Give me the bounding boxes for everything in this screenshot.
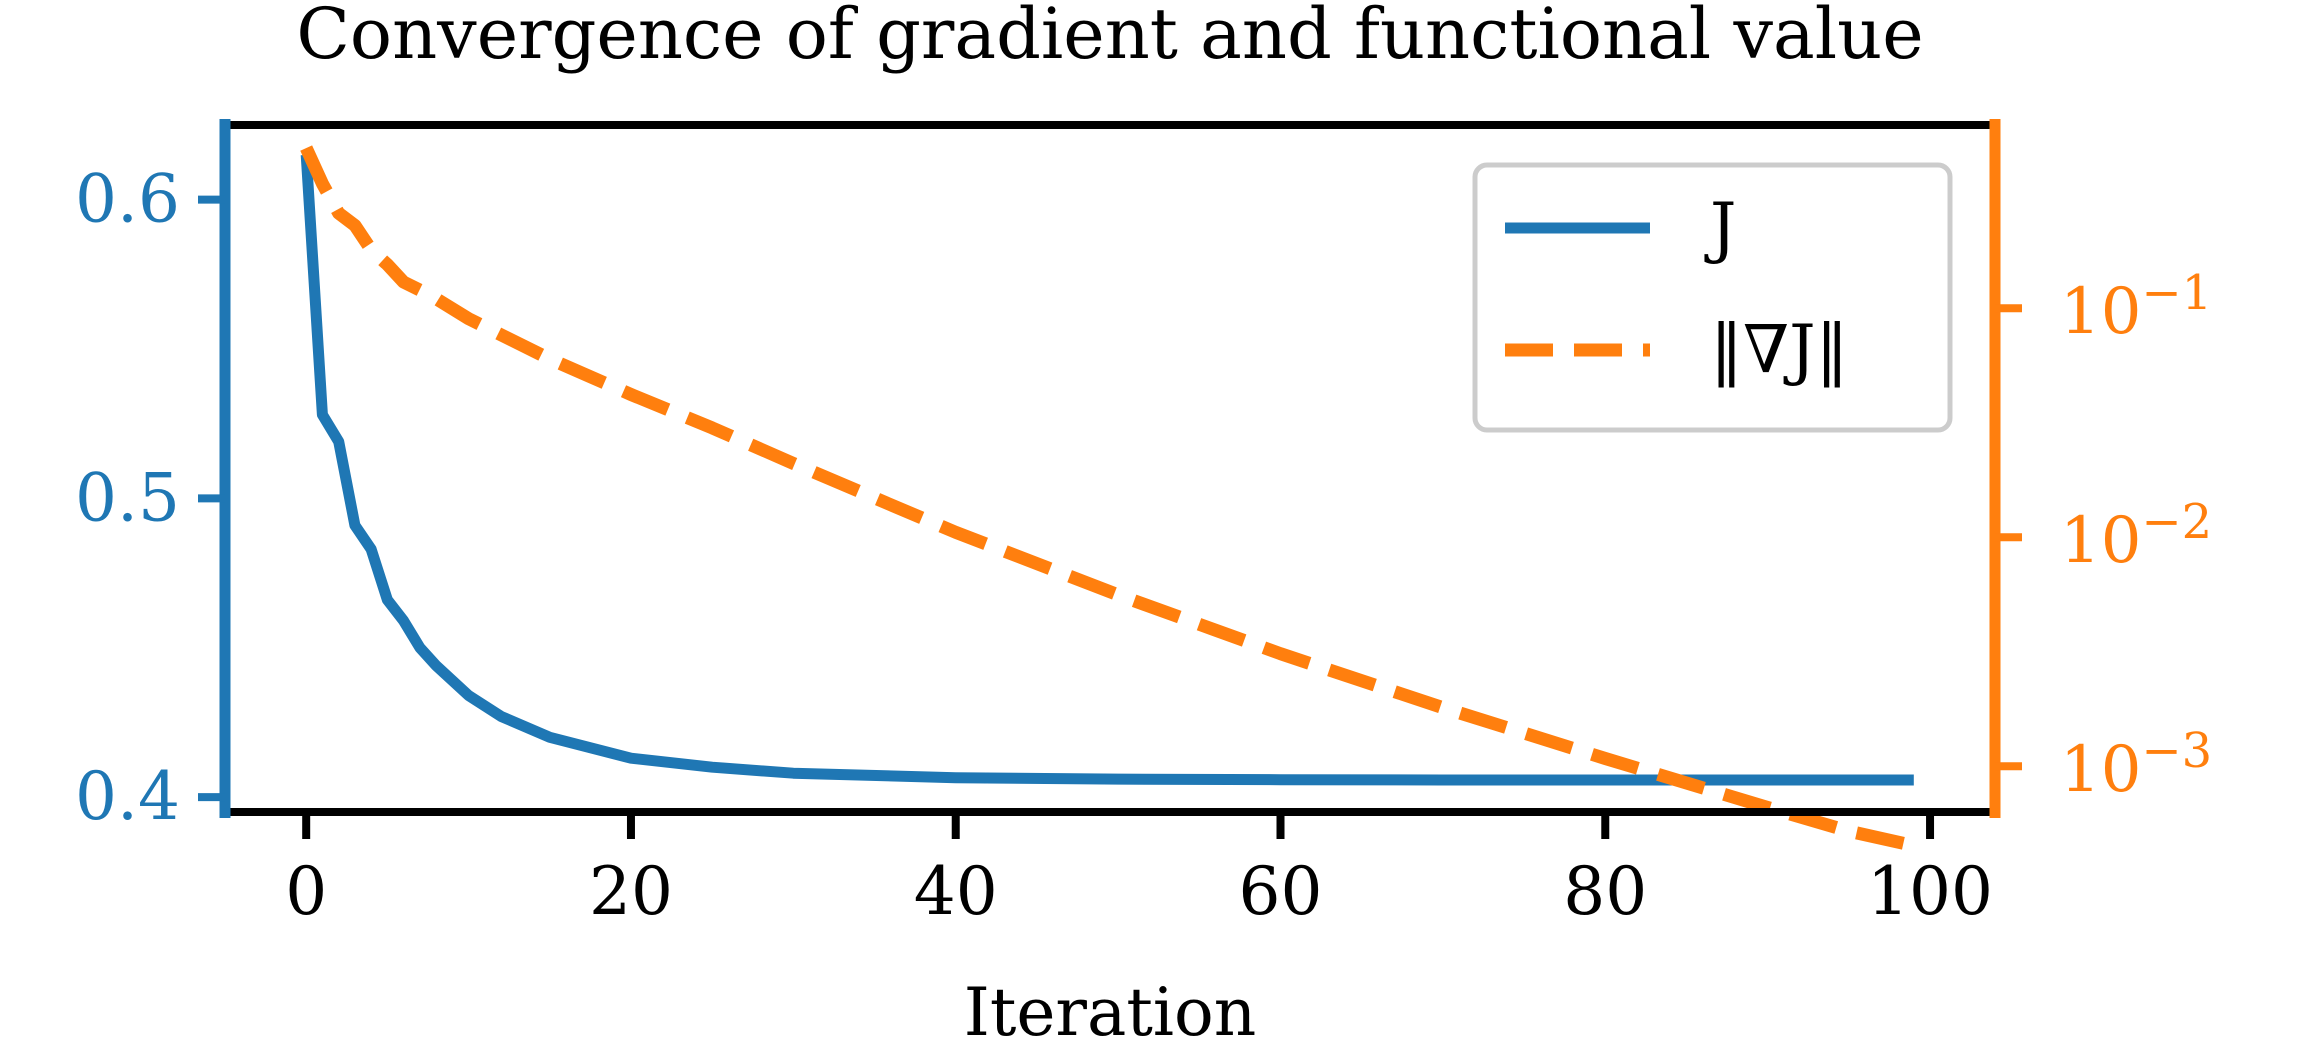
y-left-tick-label: 0.5 [75, 459, 180, 536]
x-tick-label: 0 [285, 853, 327, 930]
x-tick-label: 100 [1867, 853, 1993, 930]
y-left-tick-label: 0.4 [75, 758, 180, 835]
axes [219, 119, 2001, 818]
y-right-tick-label: 10−2 [2060, 494, 2212, 578]
plot-lines [300, 145, 1916, 852]
legend-grad-j-label: ‖∇J‖ [1710, 311, 1849, 388]
legend-j-label: J [1704, 189, 1736, 266]
ticks: 0 20 40 60 80 100 0.4 0.5 0.6 10−1 10−2 10−3 [75, 161, 2212, 930]
series-grad-j-line [300, 145, 1916, 852]
y-left-tick-label: 0.6 [75, 161, 180, 238]
x-tick-label: 40 [914, 853, 998, 930]
x-axis-label: Iteration [964, 974, 1256, 1050]
x-tick-label: 20 [589, 853, 673, 930]
series-j-line [300, 154, 1914, 786]
x-tick-label: 60 [1239, 853, 1323, 930]
y-right-tick-label: 10−3 [2060, 723, 2212, 807]
chart-title: Convergence of gradient and functional v… [296, 0, 1923, 75]
x-tick-label: 80 [1563, 853, 1647, 930]
legend: J ‖∇J‖ [1472, 162, 1953, 433]
y-right-tick-label: 10−1 [2060, 265, 2212, 349]
